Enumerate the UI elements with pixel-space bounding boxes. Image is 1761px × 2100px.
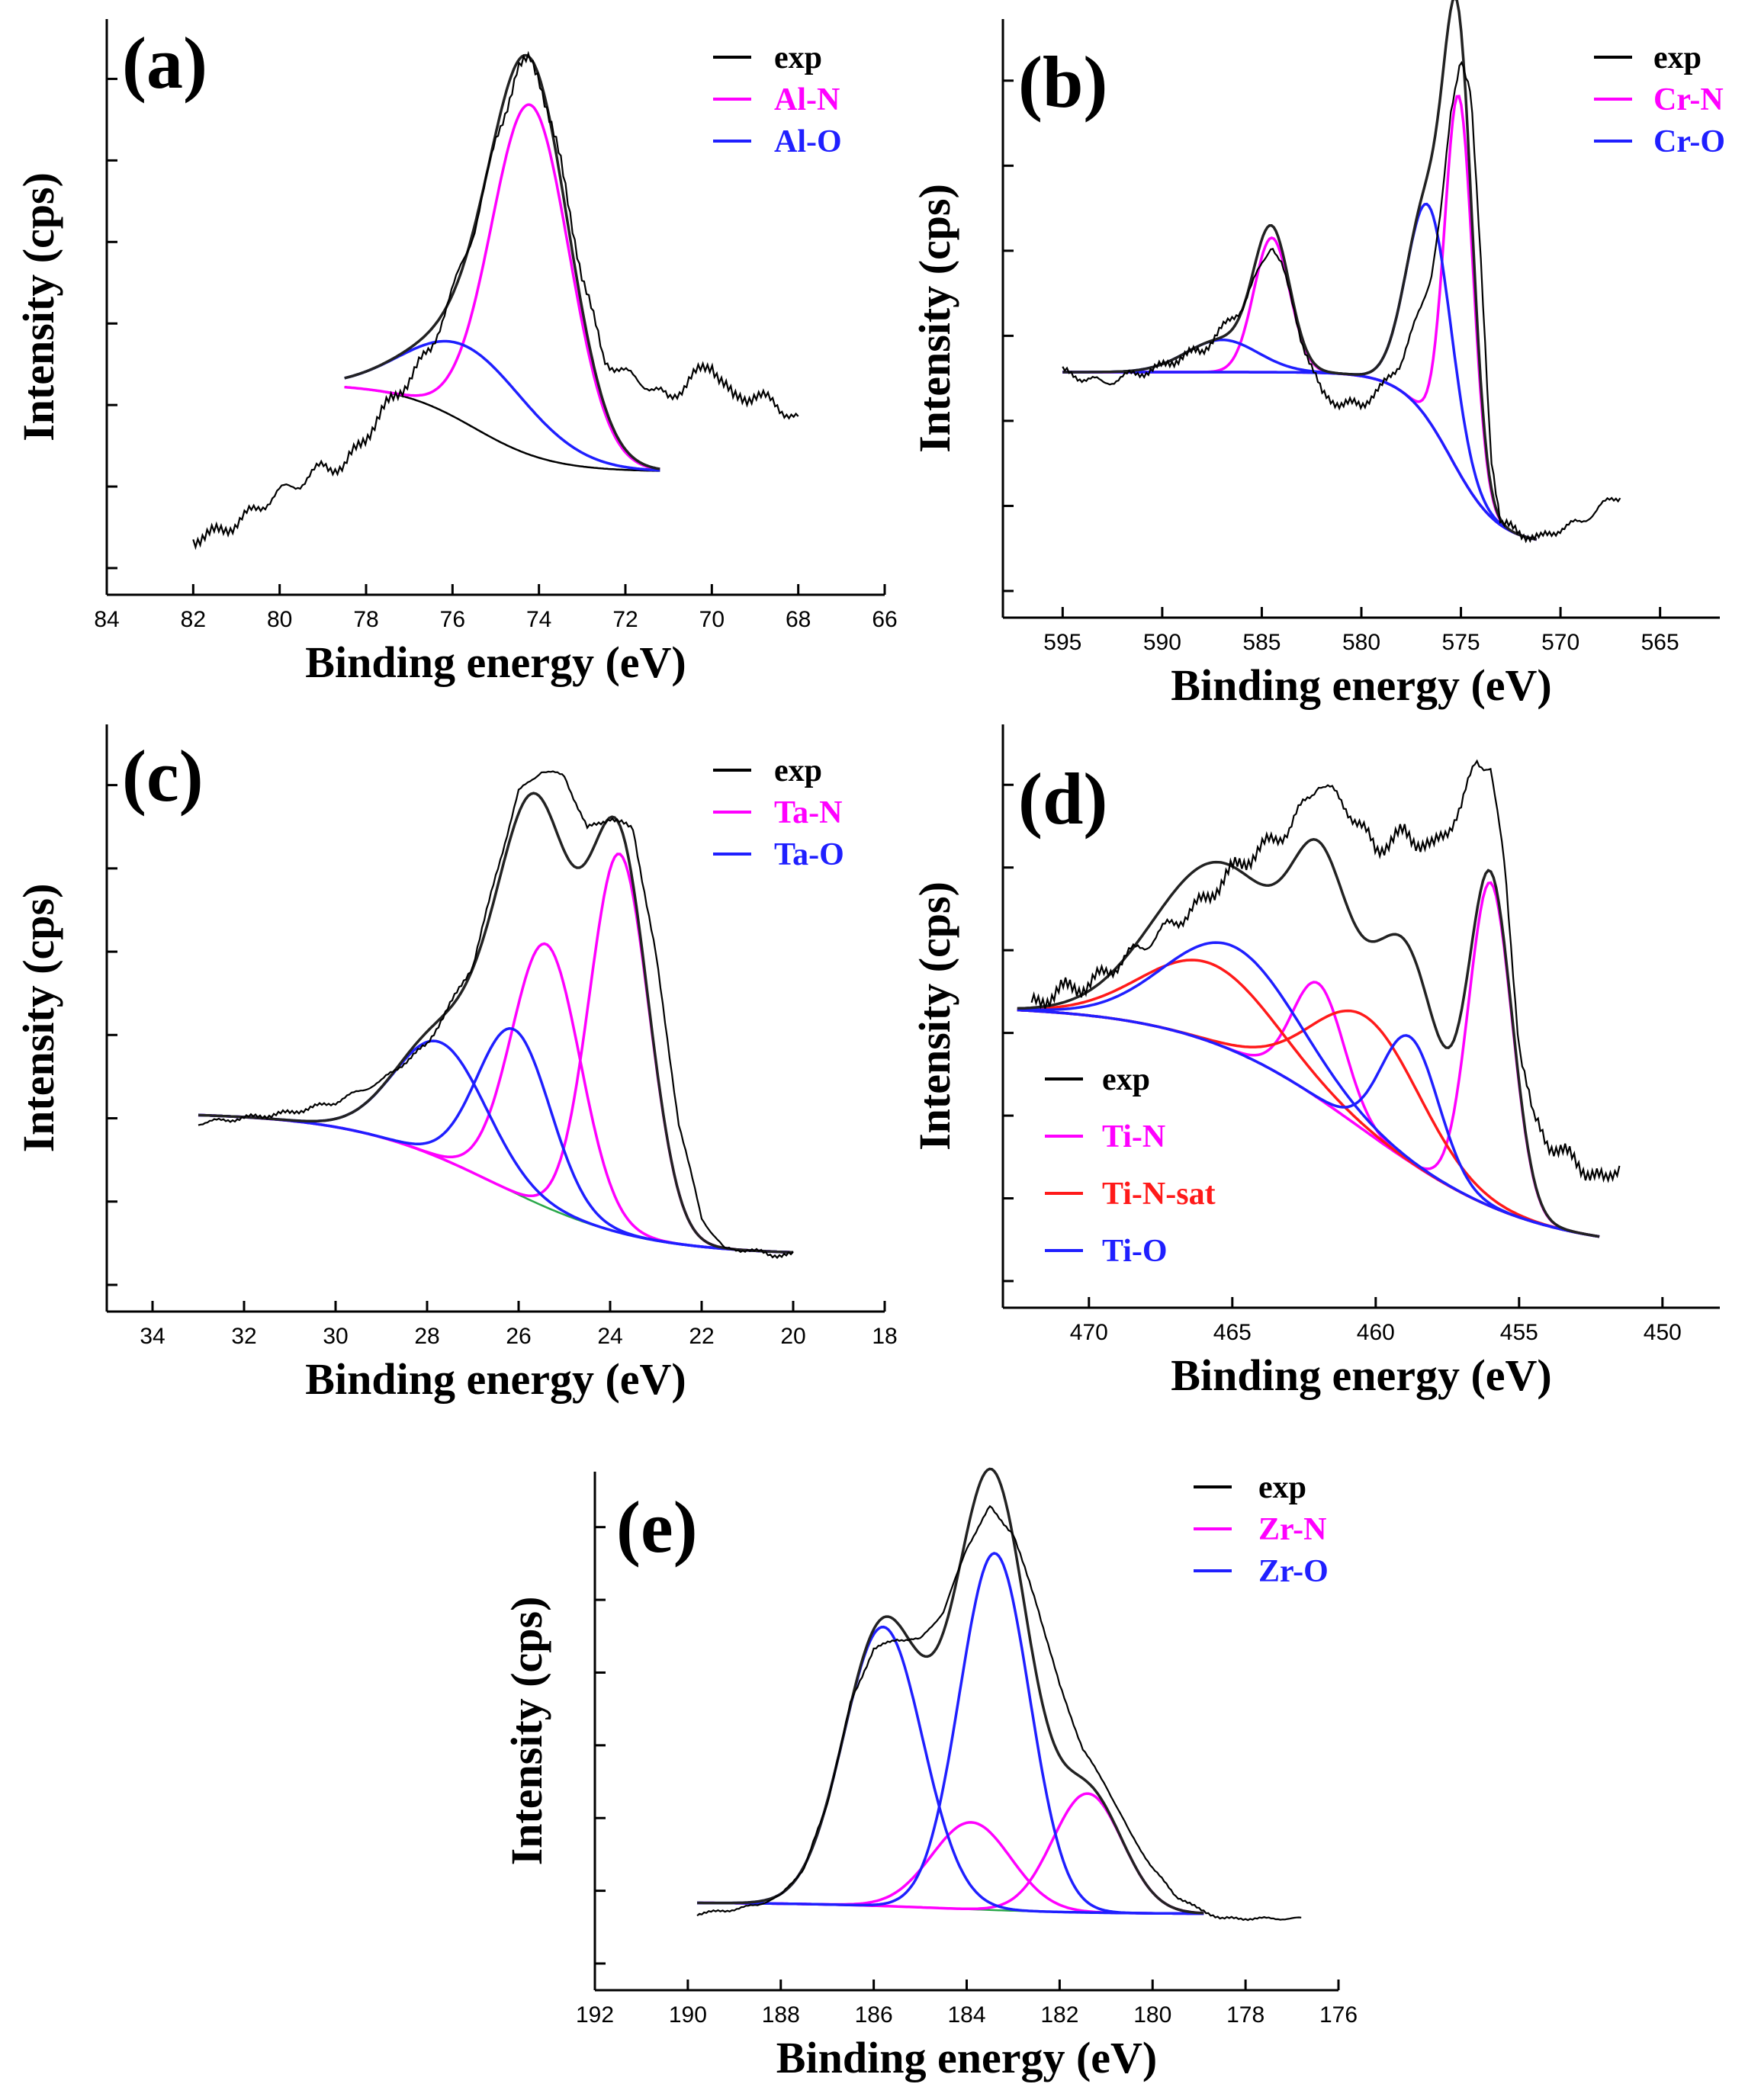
x-tick-label: 32 [231,1324,256,1349]
series-exp [696,1504,1302,1922]
x-tick-label: 176 [1319,2002,1358,2028]
x-tick-label: 180 [1133,2002,1171,2028]
x-tick-label: 74 [526,607,551,632]
x-tick-label: 190 [669,2002,707,2028]
x-tick-label: 76 [440,607,465,632]
panel-label: (a) [122,22,207,104]
legend-label: exp [1258,1470,1306,1505]
y-axis-title: Intensity (cps) [502,1597,551,1866]
legend-label: Ta-O [774,837,844,872]
legend-label: Al-O [774,124,842,159]
x-tick-label: 70 [699,607,725,632]
y-axis-title: Intensity (cps) [14,172,63,442]
series-ta-n [198,942,794,1254]
x-axis-title: Binding energy (eV) [305,637,686,687]
x-tick-label: 455 [1500,1320,1538,1345]
x-tick-label: 188 [762,2002,800,2028]
series-ta-o [198,1039,794,1254]
series-exp [1030,759,1621,1183]
y-axis-title: Intensity (cps) [910,881,959,1151]
x-tick-label: 24 [597,1324,622,1349]
x-tick-label: 182 [1040,2002,1078,2028]
legend-label: Al-N [774,82,840,117]
x-tick-label: 30 [323,1324,348,1349]
series-cr-n [1062,95,1538,541]
x-tick-label: 72 [612,607,638,632]
x-axis-title: Binding energy (eV) [1171,660,1551,710]
x-tick-label: 20 [780,1324,805,1349]
series-background [1062,371,1538,541]
series-cr-n [1062,236,1538,541]
x-tick-label: 192 [576,2002,614,2028]
series-zr-n [697,1821,1204,1915]
panel-b: 595 590 585 580 575 570 565 Binding energy (eV)… [910,0,1725,710]
y-axis-title: Intensity (cps) [14,884,63,1153]
x-tick-label: 575 [1442,630,1480,655]
x-tick-label: 460 [1357,1320,1395,1345]
x-tick-label: 68 [786,607,811,632]
x-axis-title: Binding energy (eV) [1171,1350,1551,1400]
x-axis-title: Binding energy (eV) [305,1354,686,1404]
x-tick-label: 565 [1641,630,1679,655]
series-cr-o [1062,202,1538,541]
series-ta-o [198,1027,794,1254]
series-exp [198,770,794,1260]
x-tick-label: 78 [353,607,378,632]
x-tick-label: 590 [1143,630,1181,655]
x-tick-label: 82 [181,607,206,632]
x-tick-label: 26 [506,1324,531,1349]
x-tick-label: 450 [1644,1320,1682,1345]
series-ta-n [198,853,794,1254]
x-tick-label: 470 [1070,1320,1108,1345]
legend-label: Zr-O [1258,1554,1329,1589]
legend-label: Cr-N [1653,82,1724,117]
x-tick-label: 18 [872,1324,897,1349]
legend-label: Ti-N [1102,1119,1165,1154]
panel-a: 84 82 80 78 76 74 72 70 68 66 Binding energy (eV) I… [14,19,898,687]
x-tick-label: 84 [94,607,119,632]
panel-label: (e) [616,1486,698,1568]
x-tick-label: 570 [1541,630,1579,655]
x-tick-label: 465 [1213,1320,1252,1345]
legend-label: exp [1653,40,1702,75]
panel-e: 192 190 188 186 184 182 180 178 176 Binding energ… [502,1467,1358,2082]
x-tick-label: 66 [872,607,897,632]
x-axis-title: Binding energy (eV) [776,2033,1157,2082]
panel-d: 470 465 460 455 450 Binding energy (eV) Intens… [910,724,1720,1400]
legend-label: Zr-N [1258,1512,1326,1547]
x-tick-label: 585 [1242,630,1281,655]
series-envelope [1062,0,1538,541]
legend-label: exp [774,753,822,788]
x-tick-label: 28 [414,1324,439,1349]
legend-label: Cr-O [1653,124,1725,159]
panel-label: (d) [1018,758,1107,840]
legend-label: exp [1102,1062,1150,1097]
x-tick-label: 22 [689,1324,714,1349]
series-ti-o [1017,1008,1600,1238]
legend-label: Ti-O [1102,1234,1168,1269]
series-exp [192,50,799,551]
series-al-n [344,103,660,471]
x-tick-label: 186 [855,2002,893,2028]
series-zr-o [697,1625,1204,1915]
panel-c: 34 32 30 28 26 24 22 20 18 Binding energy (eV) Int… [14,724,898,1404]
series-envelope [344,53,660,470]
y-axis-title: Intensity (cps) [910,184,959,453]
x-tick-label: 178 [1226,2002,1265,2028]
series-envelope [198,792,794,1254]
x-tick-label: 34 [140,1324,165,1349]
x-tick-label: 595 [1043,630,1081,655]
panel-label: (b) [1018,41,1107,123]
x-tick-label: 80 [267,607,292,632]
legend-label: Ta-N [774,795,842,830]
legend-label: exp [774,40,822,75]
x-tick-label: 580 [1342,630,1380,655]
panel-label: (c) [122,735,204,817]
x-tick-label: 184 [947,2002,985,2028]
series-exp [1062,60,1621,544]
legend-label: Ti-N-sat [1102,1177,1216,1212]
